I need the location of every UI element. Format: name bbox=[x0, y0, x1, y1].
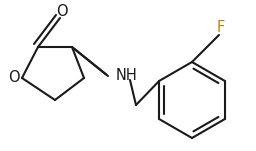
Text: F: F bbox=[217, 21, 225, 35]
Text: NH: NH bbox=[116, 69, 138, 84]
Text: O: O bbox=[8, 71, 20, 85]
Text: O: O bbox=[56, 3, 68, 19]
